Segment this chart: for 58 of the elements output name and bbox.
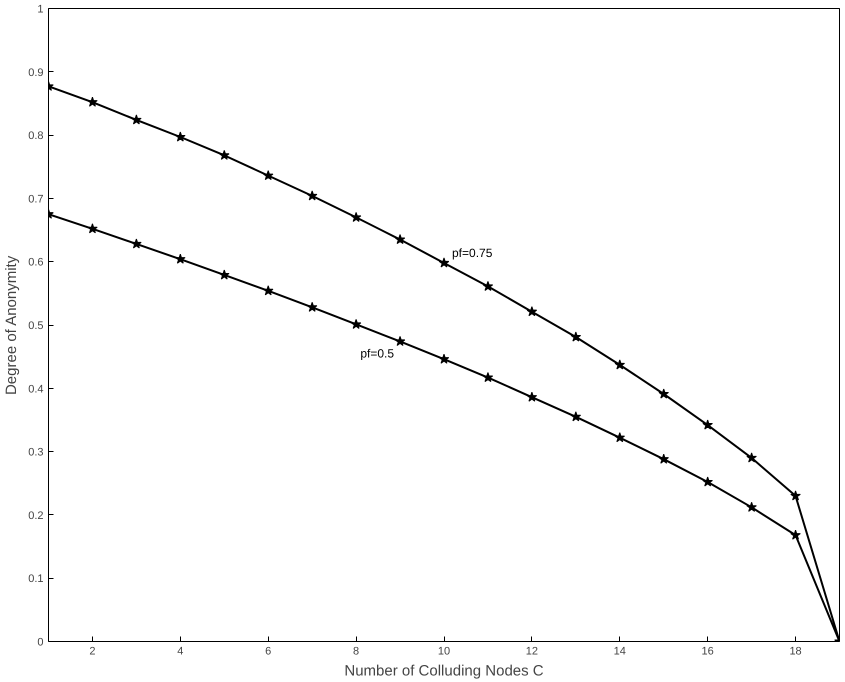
x-tick-label: 4 [177,646,184,658]
point [570,332,582,342]
point [262,285,274,296]
x-tick-label: 8 [353,646,360,658]
y-tick-label: 0.6 [28,256,44,269]
y-tick-label: 1 [37,4,44,16]
point [306,302,318,312]
point [131,238,142,249]
point [350,318,362,329]
point [482,280,494,291]
x-tick-label: 6 [265,646,272,658]
point [87,223,98,234]
point [438,354,450,364]
point [438,257,450,268]
x-tick-label: 2 [89,646,96,658]
point [790,530,801,540]
x-tick-label: 14 [614,646,626,658]
point [526,392,538,402]
point [219,150,230,160]
point [658,388,669,399]
point [87,96,98,107]
y-tick-label: 0.7 [28,193,44,206]
point [614,432,626,442]
y-tick-label: 0.9 [28,66,44,79]
point [570,411,582,422]
point [262,170,274,180]
y-tick-label: 0.8 [28,130,44,142]
x-tick-label: 16 [702,646,714,658]
point [658,454,669,464]
point [350,212,362,222]
point [394,234,406,244]
x-tick-label: 10 [438,646,450,658]
x-tick-label: 18 [789,646,802,658]
y-tick-label: 0.2 [28,510,44,522]
point [175,254,186,264]
point [746,452,757,462]
point [482,372,494,382]
point [790,490,801,500]
y-tick-label: 0 [37,636,44,648]
point [175,132,186,142]
point [526,306,538,316]
point [131,114,142,124]
y-tick-label: 0.3 [28,446,44,459]
point [746,502,757,512]
series-label: pf=0.5 [360,346,394,360]
point [702,420,713,430]
point [219,269,230,280]
point [702,476,713,487]
point [394,336,406,346]
x-tick-label: 12 [526,646,538,658]
y-tick-label: 0.4 [28,383,44,396]
x-axis-title: Number of Colluding Nodes C [344,662,544,680]
series-label: pf=0.75 [452,246,493,260]
y-tick-label: 0.1 [28,573,44,586]
y-tick-label: 0.5 [28,320,44,332]
point [614,359,626,370]
point [306,190,318,200]
y-axis-title: Degree of Anonymity [3,255,20,396]
